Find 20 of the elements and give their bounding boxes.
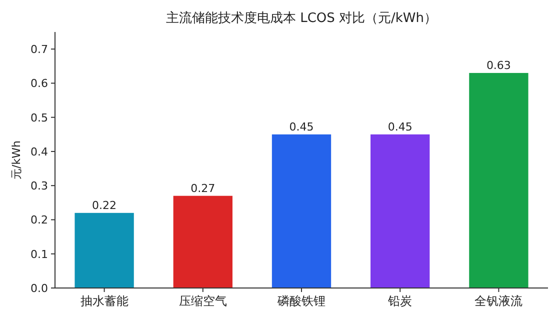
- ytick: 0.6: [30, 77, 48, 90]
- xtick: 抽水蓄能: [80, 294, 128, 308]
- xtick: 全钒液流: [474, 294, 523, 308]
- xtick: 磷酸铁锂: [278, 294, 326, 308]
- ytick: 0.2: [30, 214, 48, 227]
- ytick: 0.4: [30, 145, 48, 158]
- ytick: 0.0: [30, 282, 48, 295]
- ytick: 0.1: [30, 248, 48, 261]
- title: 主流储能技术度电成本 LCOS 对比（元/kWh）: [166, 11, 438, 26]
- data-label: 0.45: [388, 120, 412, 134]
- ytick: 0.7: [30, 43, 48, 56]
- xtick: 压缩空气: [178, 294, 227, 308]
- ytick: 0.5: [30, 111, 48, 124]
- ylabel: 元/kWh: [10, 140, 23, 180]
- data-label: 0.27: [190, 182, 216, 195]
- xtick: 铅炭: [388, 294, 412, 308]
- ytick: 0.3: [30, 180, 48, 193]
- data-label: 0.45: [289, 120, 314, 134]
- data-label: 0.22: [92, 198, 117, 212]
- data-label: 0.63: [486, 58, 511, 72]
